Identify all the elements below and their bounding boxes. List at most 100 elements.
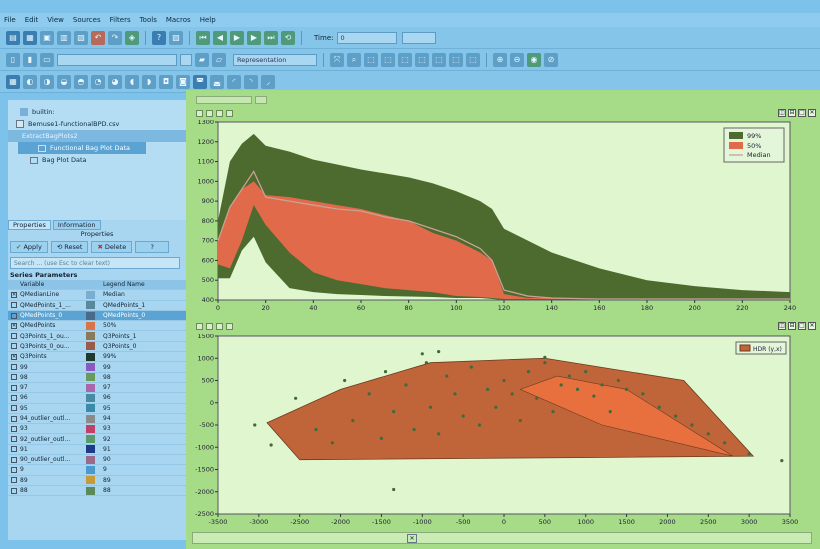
color-swatch[interactable] — [86, 486, 95, 495]
split-v-icon[interactable]: ⊟ — [788, 109, 796, 117]
menu-tools[interactable]: Tools — [139, 16, 157, 24]
pipeline-item-functional-bag[interactable]: Functional Bag Plot Data — [18, 142, 146, 154]
color-swatch[interactable] — [86, 342, 95, 351]
row-checkbox[interactable] — [11, 446, 17, 453]
close-icon[interactable]: ✕ — [407, 534, 417, 543]
search-input[interactable]: Search ... (use Esc to clear text) — [10, 257, 180, 269]
pipeline-item-bag[interactable]: Bag Plot Data — [8, 154, 186, 166]
split-v-icon[interactable]: ⊟ — [788, 322, 796, 330]
component-select[interactable] — [180, 53, 192, 66]
table-row[interactable]: Q3Points_0_ou... Q3Points_0 — [8, 342, 186, 353]
color-swatch[interactable] — [86, 445, 95, 454]
edit-colormap-icon[interactable]: ▰ — [195, 52, 209, 67]
row-checkbox[interactable] — [11, 487, 17, 494]
last-frame-icon[interactable]: ⏭ — [264, 30, 278, 45]
table-row[interactable]: ✕ Q3Points 99% — [8, 352, 186, 363]
row-checkbox[interactable] — [11, 477, 17, 484]
maximize-icon[interactable]: □ — [798, 109, 806, 117]
folder-icon[interactable]: ▦ — [23, 30, 37, 45]
table-row[interactable]: 91 91 — [8, 445, 186, 456]
color-swatch[interactable] — [86, 414, 95, 423]
representation-select[interactable]: Representation — [233, 53, 317, 66]
zoom-icon[interactable]: ⌕ — [347, 52, 361, 67]
table-row[interactable]: 96 96 — [8, 393, 186, 404]
color-swatch[interactable] — [86, 465, 95, 474]
menu-help[interactable]: Help — [199, 16, 216, 24]
camera-undo-icon[interactable]: ◝ — [244, 74, 258, 89]
table-row[interactable]: QMedPoints_1_... QMedPoints_1 — [8, 301, 186, 311]
color-swatch[interactable] — [86, 301, 95, 310]
table-row[interactable]: Q3Points_1_ou... Q3Points_1 — [8, 331, 186, 342]
row-checkbox[interactable]: ✕ — [11, 322, 17, 329]
color-swatch[interactable] — [86, 383, 95, 392]
row-checkbox[interactable] — [11, 405, 17, 412]
color-swatch[interactable] — [86, 455, 95, 464]
prev-frame-icon[interactable]: ◀ — [213, 30, 227, 45]
array-select[interactable] — [57, 53, 177, 66]
select-icon[interactable] — [226, 322, 233, 330]
warp-icon[interactable]: ◗ — [142, 74, 156, 89]
tab-information[interactable]: Information — [52, 220, 101, 230]
trace-icon[interactable]: ◛ — [210, 74, 224, 89]
table-row[interactable]: 97 97 — [8, 383, 186, 394]
table-row[interactable]: 94_outlier_outl... 94 — [8, 414, 186, 425]
extract-subset-icon[interactable]: ◔ — [91, 74, 105, 89]
zoom-box-icon[interactable] — [216, 322, 223, 330]
split-h-icon[interactable]: ◫ — [778, 109, 786, 117]
maximize-icon[interactable]: □ — [798, 322, 806, 330]
functional-bag-chart[interactable]: 0 20 40 60 80 100 120 140 160 180 200 220 240 400 500 6… — [194, 120, 812, 320]
select-hover-icon[interactable]: ⬚ — [466, 52, 480, 67]
stream-tracer-icon[interactable]: ◖ — [125, 74, 139, 89]
opacity-icon[interactable]: ▱ — [212, 52, 226, 67]
table-row[interactable]: 93 93 — [8, 424, 186, 435]
table-row[interactable]: ✕ QMedianLine Median — [8, 290, 186, 301]
row-checkbox[interactable] — [11, 374, 17, 381]
color-swatch[interactable] — [86, 424, 95, 433]
menu-view[interactable]: View — [47, 16, 64, 24]
table-row[interactable]: 90_outlier_outl... 90 — [8, 455, 186, 466]
rescale-icon[interactable]: ▮ — [23, 52, 37, 67]
new-tab-button[interactable] — [255, 96, 267, 104]
color-swatch[interactable] — [86, 363, 95, 372]
select-icon[interactable] — [226, 109, 233, 117]
extract-level-icon[interactable]: ◙ — [176, 74, 190, 89]
help-icon[interactable]: ? — [152, 30, 166, 45]
time-spinbox[interactable] — [401, 31, 436, 44]
delete-button[interactable]: ✖ Delete — [91, 241, 133, 253]
pipeline-item-extract[interactable]: ExtractBagPlots2 — [8, 130, 186, 142]
view-settings-icon[interactable] — [196, 109, 203, 117]
close-icon[interactable]: ✕ — [808, 322, 816, 330]
color-swatch[interactable] — [86, 373, 95, 382]
camera-icon[interactable]: ◈ — [125, 30, 139, 45]
save-state-icon[interactable]: ▣ — [40, 30, 54, 45]
macro-icon[interactable]: ◜ — [227, 74, 241, 89]
slice-icon[interactable]: ◒ — [57, 74, 71, 89]
row-checkbox[interactable] — [11, 425, 17, 432]
table-row[interactable]: 99 99 — [8, 362, 186, 373]
help-button[interactable]: ? — [135, 241, 170, 253]
row-checkbox[interactable] — [11, 436, 17, 443]
glyph-icon[interactable]: ◕ — [108, 74, 122, 89]
split-h-icon[interactable]: ◫ — [778, 322, 786, 330]
color-swatch[interactable] — [86, 352, 95, 361]
view-tab[interactable] — [196, 96, 252, 104]
color-swatch[interactable] — [86, 311, 95, 320]
menu-filters[interactable]: Filters — [109, 16, 131, 24]
python-icon[interactable]: ◚ — [193, 74, 207, 89]
disconnect-icon[interactable]: ▧ — [74, 30, 88, 45]
menu-macros[interactable]: Macros — [165, 16, 191, 24]
row-checkbox[interactable]: ✕ — [11, 291, 17, 298]
grow-selection-icon[interactable]: ⊕ — [493, 52, 507, 67]
data-range-icon[interactable]: ▭ — [40, 52, 54, 67]
row-checkbox[interactable] — [11, 466, 17, 473]
reset-button[interactable]: ⟲ Reset — [50, 241, 89, 253]
color-map-icon[interactable]: ▯ — [6, 52, 20, 67]
zoom-box-icon[interactable] — [216, 109, 223, 117]
redo-icon[interactable]: ↷ — [108, 30, 122, 45]
row-checkbox[interactable] — [11, 456, 17, 463]
color-swatch[interactable] — [86, 404, 95, 413]
select-frustum-icon[interactable]: ⬚ — [398, 52, 412, 67]
color-swatch[interactable] — [86, 435, 95, 444]
loop-icon[interactable]: ⟲ — [281, 30, 295, 45]
